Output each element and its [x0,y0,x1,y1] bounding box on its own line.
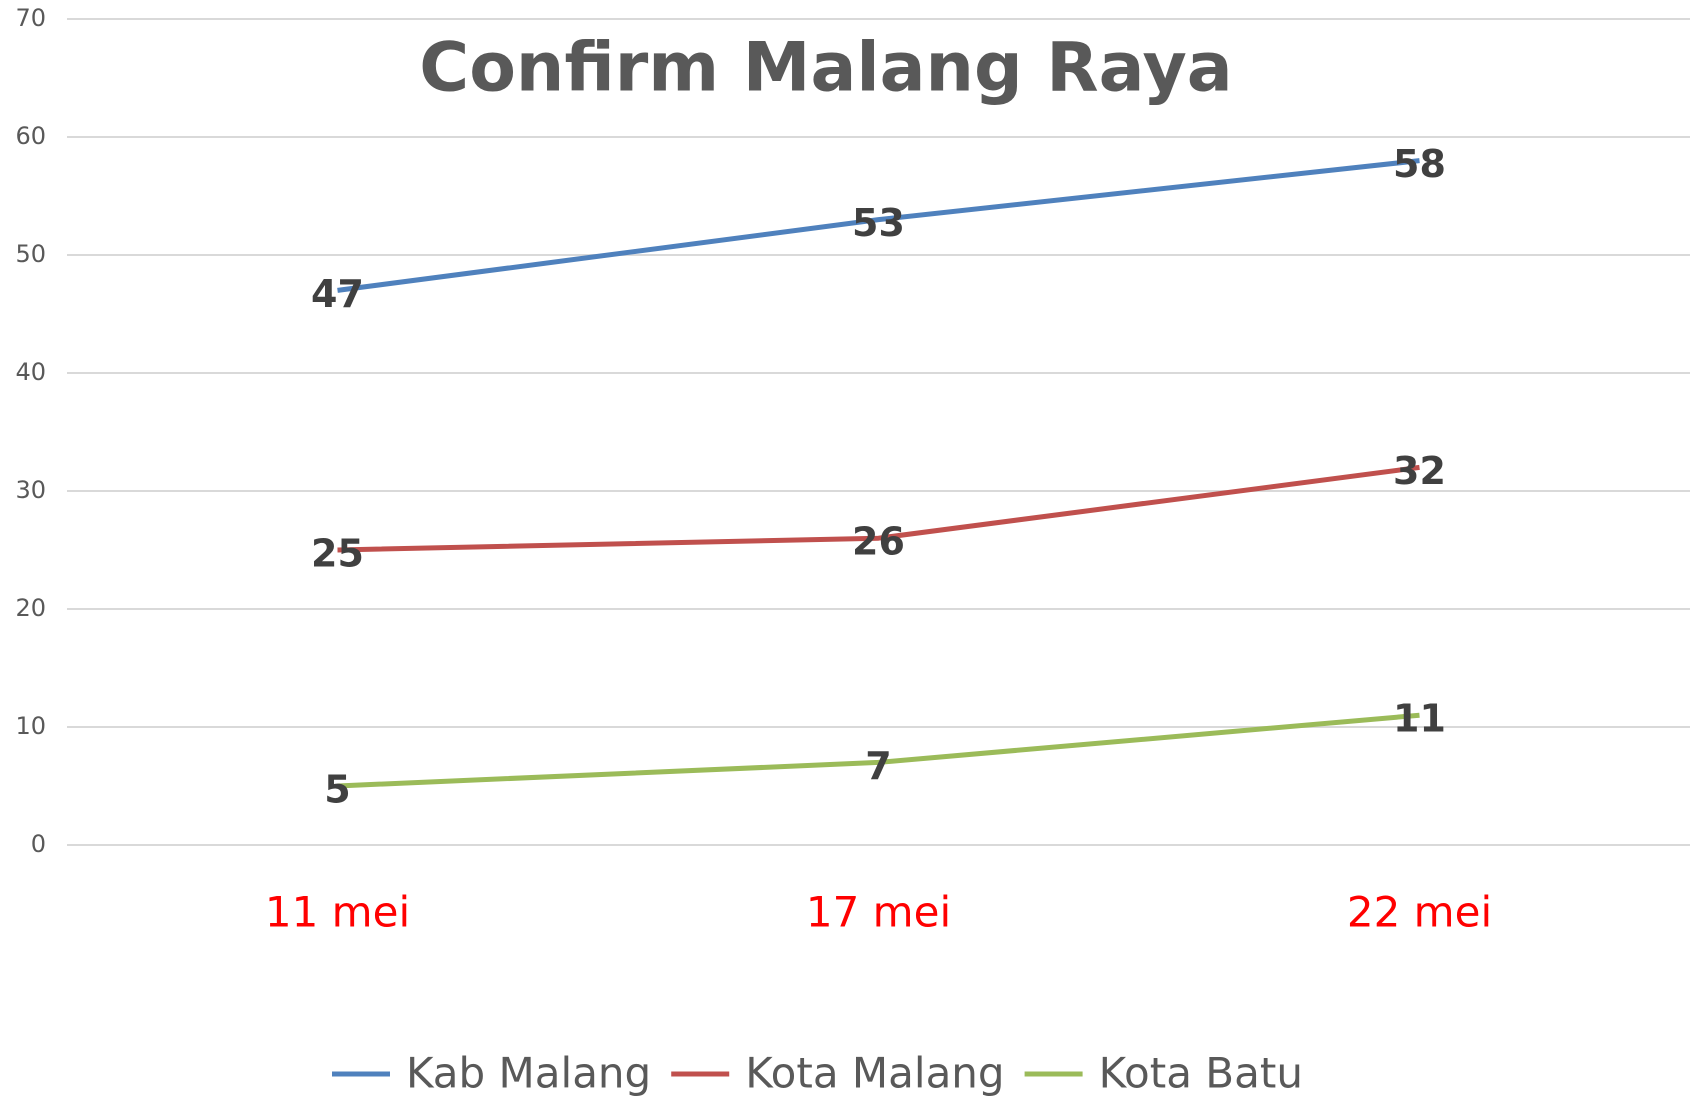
y-tick-label: 60 [15,122,46,150]
data-label: 7 [865,744,891,788]
y-tick-label: 40 [15,358,46,386]
data-label: 32 [1393,449,1446,493]
y-tick-label: 70 [15,4,46,32]
y-tick-label: 20 [15,594,46,622]
line [337,158,1420,293]
data-label: 11 [1393,697,1446,741]
y-tick-label: 30 [15,476,46,504]
y-tick-label: 0 [31,830,46,858]
legend-label: Kota Batu [1099,1049,1303,1098]
line [337,712,1420,789]
data-label: 58 [1393,142,1446,186]
data-label: 26 [852,520,905,564]
data-label: 47 [311,272,364,316]
line [337,464,1420,553]
legend-label: Kota Malang [745,1049,1004,1098]
data-label: 5 [324,768,350,812]
x-tick-label: 11 mei [265,888,410,937]
y-tick-label: 10 [15,712,46,740]
data-label: 53 [852,201,905,245]
y-tick-label: 50 [15,240,46,268]
data-label: 25 [311,532,364,576]
x-tick-label: 22 mei [1347,888,1492,937]
chart-title: Confirm Malang Raya [419,29,1232,108]
legend-label: Kab Malang [406,1049,651,1098]
x-tick-label: 17 mei [806,888,951,937]
